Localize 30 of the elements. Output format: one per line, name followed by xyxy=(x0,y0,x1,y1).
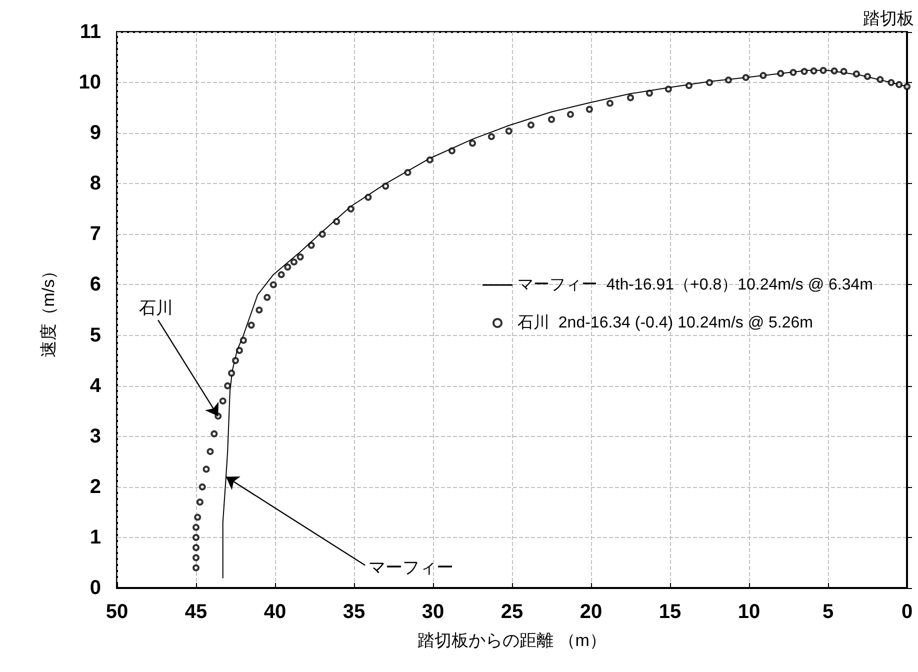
x-tick-label: 45 xyxy=(184,601,208,623)
text: 踏切板 xyxy=(863,9,914,28)
annotation: マーフィー xyxy=(368,558,454,577)
x-tick-label: 40 xyxy=(264,601,286,623)
x-tick-label: 25 xyxy=(500,601,524,623)
x-tick-label: 20 xyxy=(580,601,602,623)
x-tick-label: 10 xyxy=(738,601,760,623)
x-tick-label: 0 xyxy=(901,601,913,623)
y-tick-label: 10 xyxy=(78,72,101,94)
y-tick-label: 6 xyxy=(90,274,101,296)
annotation: 石川 xyxy=(138,298,173,318)
y-tick-label: 3 xyxy=(90,425,101,448)
x-tick-label: 35 xyxy=(342,601,366,623)
x-tick-label: 15 xyxy=(658,601,682,623)
y-tick-label: 0 xyxy=(90,577,101,599)
y-tick-label: 2 xyxy=(90,476,101,498)
x-tick-label: 30 xyxy=(422,601,444,623)
y-tick-label: 5 xyxy=(90,324,101,346)
legend-label: 石川 2nd-16.34 (-0.4) 10.24m/s @ 5.26m xyxy=(518,314,813,332)
y-tick-label: 7 xyxy=(90,223,101,246)
legend-label: マーフィー 4th-16.91（+0.8）10.24m/s @ 6.34m xyxy=(518,276,873,294)
y-axis-title: 速度（m/s） xyxy=(39,262,58,358)
y-tick-label: 1 xyxy=(90,526,101,548)
y-tick-label: 4 xyxy=(90,374,102,397)
x-tick-label: 50 xyxy=(106,601,128,623)
y-tick-label: 8 xyxy=(90,172,101,195)
x-tick-label: 5 xyxy=(822,601,834,623)
y-tick-label: 9 xyxy=(90,122,101,144)
x-axis-title: 踏切板からの距離 （m） xyxy=(418,631,606,650)
y-tick-label: 11 xyxy=(80,21,101,43)
